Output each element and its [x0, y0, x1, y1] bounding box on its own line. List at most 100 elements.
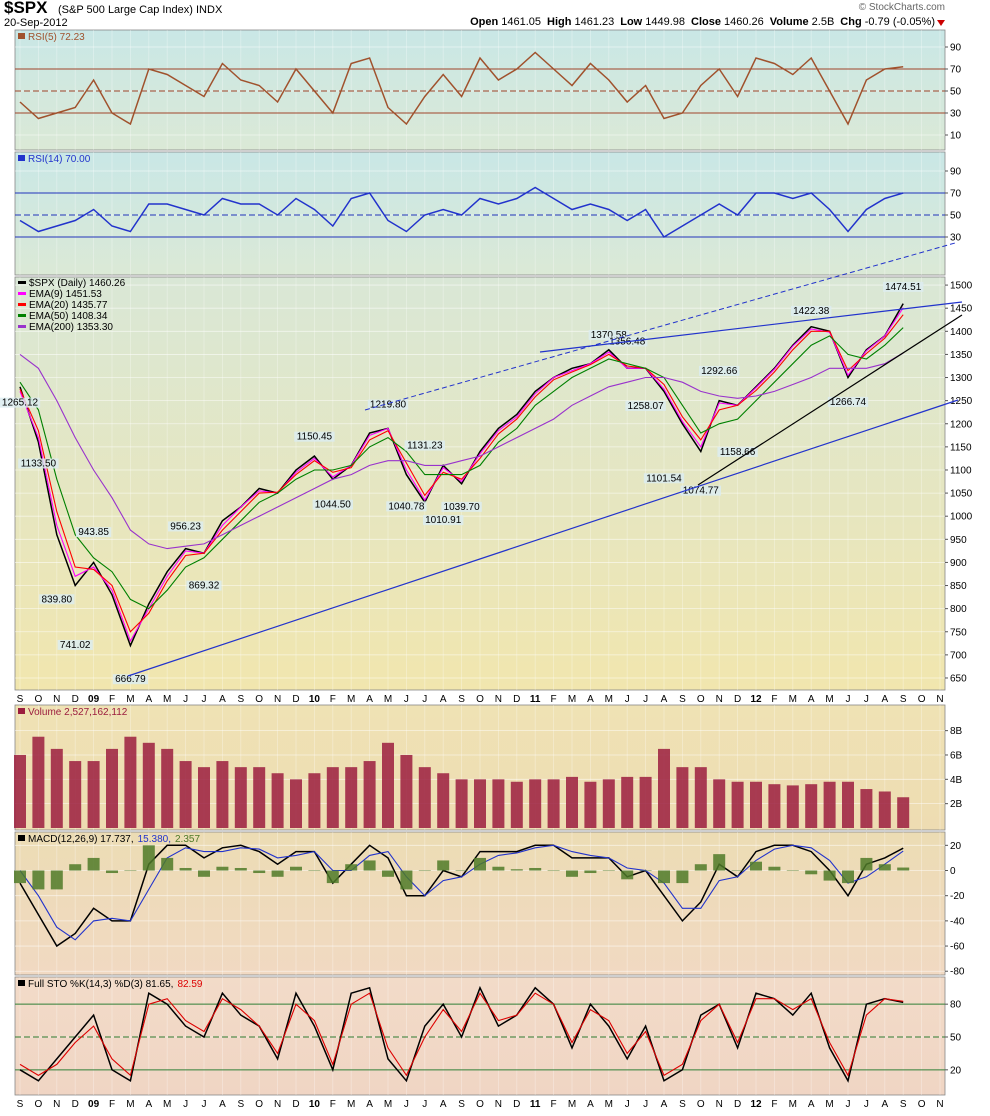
x-tick-label: M	[347, 694, 355, 705]
legend-entry: Volume 2,527,162,112	[28, 707, 128, 718]
bar	[216, 866, 229, 871]
annotation-box	[112, 674, 148, 685]
panel-background	[14, 151, 946, 276]
annotation: 943.85	[78, 527, 109, 538]
x-tick-label: O	[697, 1099, 705, 1110]
annotation-box	[39, 594, 75, 605]
y-tick-label: 1250	[950, 396, 973, 407]
bar	[510, 869, 523, 871]
legend-entry: Full STO %K(14,3) %D(3) 81.65,	[28, 979, 173, 990]
annotation-box	[588, 329, 629, 340]
annotation-box	[18, 458, 59, 469]
x-tick-label: A	[881, 1099, 888, 1110]
x-tick-label: D	[513, 1099, 520, 1110]
x-tick-label: M	[126, 694, 134, 705]
y-tick-label: 70	[950, 65, 962, 76]
x-tick-label: O	[255, 694, 263, 705]
y-tick-label: 1400	[950, 327, 973, 338]
legend: Volume 2,527,162,112	[28, 707, 128, 718]
bar	[216, 761, 229, 828]
legend-icon	[18, 155, 25, 161]
annotation: 1101.54	[646, 473, 682, 484]
x-tick-label: S	[900, 694, 907, 705]
bar	[878, 791, 891, 828]
x-tick-label: J	[625, 694, 630, 705]
bar	[547, 779, 560, 828]
x-tick-label: M	[163, 694, 171, 705]
x-tick-label: F	[771, 1099, 777, 1110]
x-tick-label: N	[274, 694, 281, 705]
index-name: (S&P 500 Large Cap Index) INDX	[58, 4, 223, 16]
stat-label: Low	[620, 16, 642, 28]
legend: RSI(5) 72.23	[28, 32, 85, 43]
x-tick-label: F	[551, 1099, 557, 1110]
bar	[474, 779, 486, 828]
annotation-box	[717, 446, 758, 457]
bar	[437, 773, 450, 828]
x-tick-label: N	[53, 1099, 60, 1110]
bar	[106, 748, 118, 828]
annotation-box	[57, 639, 93, 650]
bar	[326, 767, 339, 828]
bar	[529, 867, 542, 871]
panels: 10 30 50 70 90 RSI(5) 72.23 30 50 70 90 RSI(14) 70…	[0, 29, 973, 1110]
legend-entry: 82.59	[177, 979, 202, 990]
y-tick-label: 1350	[950, 350, 973, 361]
bar	[437, 860, 450, 871]
annotation: 1039.70	[444, 502, 481, 513]
y-tick-label: 90	[950, 43, 962, 54]
series-line	[19, 352, 904, 550]
bar	[161, 857, 174, 871]
legend-swatch	[18, 281, 26, 284]
x-tick-label: S	[900, 1099, 907, 1110]
bar	[418, 870, 431, 872]
bar	[823, 870, 836, 881]
x-tick-label: M	[163, 1099, 171, 1110]
legend-entry: 15.380,	[138, 834, 171, 845]
annotation: 1133.50	[21, 458, 57, 469]
y-tick-label: 1050	[950, 489, 973, 500]
bar	[805, 784, 818, 828]
x-tick-label: F	[109, 1099, 115, 1110]
bar	[363, 761, 376, 828]
y-tick-label: 90	[950, 167, 962, 178]
bar	[566, 870, 578, 877]
annotation-box	[643, 473, 685, 484]
bar	[87, 761, 100, 828]
y-tick-label: 950	[950, 535, 967, 546]
x-tick-label: O	[918, 1099, 926, 1110]
series-line	[19, 985, 904, 1083]
stat-value: 1449.98	[645, 16, 685, 28]
bar	[676, 870, 689, 884]
bar	[271, 773, 284, 828]
x-tick-label: M	[789, 1099, 797, 1110]
legend-swatch	[18, 314, 26, 317]
x-tick-label: A	[219, 694, 226, 705]
x-tick-label: A	[808, 694, 815, 705]
x-tick-label: F	[771, 694, 777, 705]
panel-background	[14, 976, 946, 1096]
bar	[290, 779, 302, 828]
bar	[768, 866, 781, 871]
bar	[400, 754, 413, 828]
bar	[842, 870, 854, 884]
x-tick-label: J	[643, 694, 648, 705]
x-tick-label: N	[53, 694, 60, 705]
bar	[106, 870, 118, 874]
bar	[142, 742, 155, 828]
bar	[768, 784, 781, 828]
annotation: 1074.77	[683, 486, 720, 497]
bar	[897, 797, 910, 828]
source: © StockCharts.com	[859, 2, 945, 13]
x-tick-label: O	[476, 694, 484, 705]
stat-label: High	[547, 16, 572, 28]
x-tick-label: 10	[309, 694, 321, 705]
annotation: 1158.66	[720, 447, 756, 458]
bar	[326, 870, 339, 884]
x-tick-label: 09	[88, 694, 100, 705]
annotation-box	[423, 515, 464, 526]
y-tick-label: 50	[950, 1033, 962, 1044]
y-tick-label: -60	[950, 942, 965, 953]
y-tick-label: 50	[950, 87, 962, 98]
